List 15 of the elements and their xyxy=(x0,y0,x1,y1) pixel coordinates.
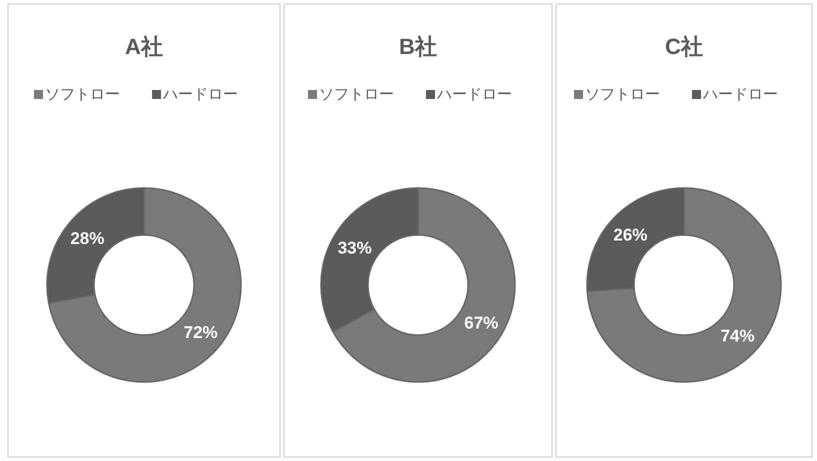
data-label: 33% xyxy=(338,238,372,258)
data-label: 26% xyxy=(613,226,648,245)
legend-label: ハードロー xyxy=(702,86,778,103)
legend-label: ソフトロー xyxy=(585,86,660,103)
chart-title: A社 xyxy=(125,34,163,59)
data-label: 67% xyxy=(464,313,498,332)
chart-title: B社 xyxy=(399,34,437,59)
data-label: 74% xyxy=(720,326,755,346)
legend-label: ソフトロー xyxy=(45,86,120,103)
chart-title: C社 xyxy=(665,34,703,59)
legend-label: ハードロー xyxy=(436,86,512,103)
legend-label: ソフトロー xyxy=(319,86,394,103)
legend-label: ハードロー xyxy=(162,86,238,103)
data-label: 72% xyxy=(184,322,218,342)
data-label: 28% xyxy=(70,229,104,248)
